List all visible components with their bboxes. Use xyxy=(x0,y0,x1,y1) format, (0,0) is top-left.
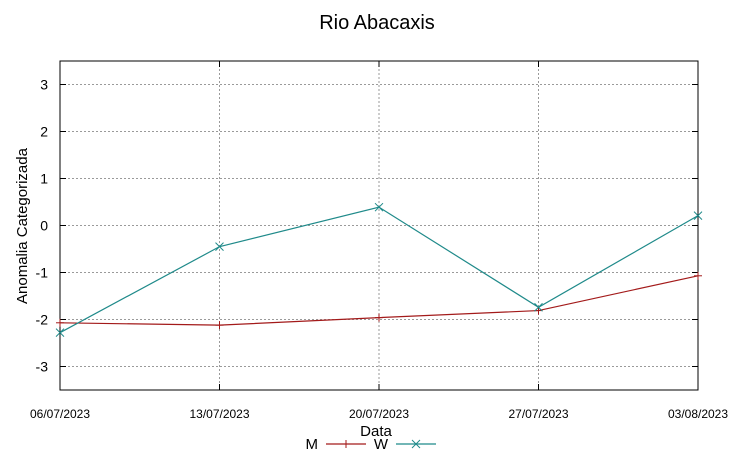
data-point-w xyxy=(55,328,65,338)
data-point-m xyxy=(215,321,224,330)
x-tick-label: 20/07/2023 xyxy=(349,407,409,421)
grid xyxy=(59,61,699,390)
x-axis-label: Data xyxy=(360,423,392,440)
data-point-w xyxy=(534,302,543,312)
legend-marker-m xyxy=(342,440,350,448)
y-tick-label: -1 xyxy=(36,265,49,281)
data-point-m xyxy=(375,313,383,322)
x-tick-label: 03/08/2023 xyxy=(668,407,728,421)
x-tick-label: 06/07/2023 xyxy=(30,407,90,421)
y-tick-label: 0 xyxy=(40,218,48,234)
y-axis: -3 -2 -1 0 1 2 3 xyxy=(36,77,698,375)
y-tick-label: 1 xyxy=(40,171,48,187)
legend-label-m: M xyxy=(306,436,319,453)
data-point-m xyxy=(56,318,64,327)
legend-marker-w xyxy=(411,439,421,449)
y-tick-label: -2 xyxy=(36,312,49,328)
x-axis: 06/07/2023 13/07/2023 20/07/2023 27/07/2023… xyxy=(30,61,728,421)
data-point-w xyxy=(215,242,224,252)
y-axis-label: Anomalia Categorizada xyxy=(14,147,31,304)
series-layer xyxy=(55,202,703,338)
y-tick-label: 3 xyxy=(40,77,48,93)
data-point-w xyxy=(693,211,703,220)
data-point-w xyxy=(374,202,384,212)
data-point-m xyxy=(694,271,702,280)
legend-label-w: W xyxy=(374,436,389,453)
y-tick-label: 2 xyxy=(40,124,48,140)
chart-title: Rio Abacaxis xyxy=(319,12,435,34)
x-tick-label: 27/07/2023 xyxy=(508,407,568,421)
y-tick-label: -3 xyxy=(36,359,49,375)
x-tick-label: 13/07/2023 xyxy=(189,407,249,421)
